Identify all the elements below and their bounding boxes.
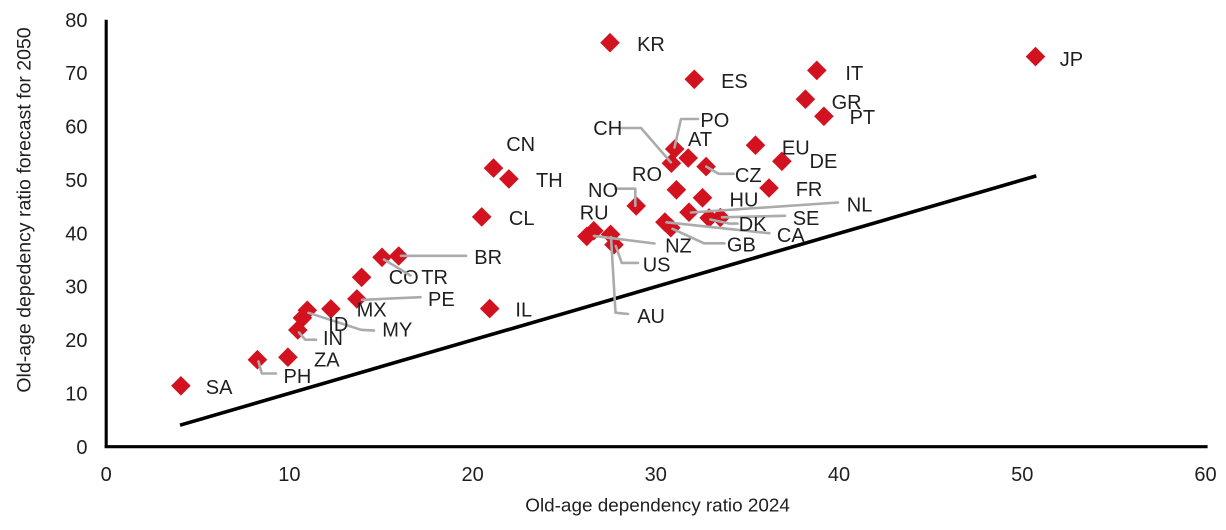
svg-text:GR: GR: [832, 92, 862, 114]
svg-text:70: 70: [65, 63, 87, 85]
svg-text:GB: GB: [727, 234, 756, 256]
svg-text:0: 0: [76, 437, 87, 459]
svg-text:30: 30: [645, 464, 667, 486]
svg-text:PO: PO: [700, 110, 729, 132]
svg-text:30: 30: [65, 277, 87, 299]
svg-text:80: 80: [65, 10, 87, 32]
svg-text:SA: SA: [206, 377, 233, 399]
svg-text:AU: AU: [637, 306, 665, 328]
svg-text:10: 10: [65, 383, 87, 405]
svg-text:60: 60: [1194, 464, 1216, 486]
svg-text:SE: SE: [793, 208, 820, 230]
svg-text:Old-age dependency ratio 2024: Old-age dependency ratio 2024: [525, 495, 790, 516]
svg-text:ES: ES: [721, 71, 748, 93]
svg-text:PH: PH: [284, 366, 312, 388]
svg-text:20: 20: [65, 330, 87, 352]
svg-text:0: 0: [101, 464, 112, 486]
svg-text:TH: TH: [536, 170, 563, 192]
svg-text:DK: DK: [739, 214, 767, 236]
svg-text:KR: KR: [637, 34, 665, 56]
svg-text:MX: MX: [357, 300, 387, 322]
svg-text:HU: HU: [730, 190, 759, 212]
svg-text:IL: IL: [515, 300, 532, 322]
svg-text:NL: NL: [847, 194, 873, 216]
svg-text:10: 10: [278, 464, 300, 486]
svg-text:40: 40: [828, 464, 850, 486]
svg-text:DE: DE: [810, 151, 838, 173]
svg-text:20: 20: [461, 464, 483, 486]
svg-text:Old-age depedency ratio foreca: Old-age depedency ratio forecast for 205…: [14, 27, 36, 392]
svg-text:MY: MY: [382, 319, 412, 341]
svg-text:FR: FR: [796, 179, 823, 201]
svg-text:PT: PT: [850, 107, 876, 129]
svg-text:EU: EU: [782, 137, 810, 159]
svg-text:CO: CO: [389, 267, 419, 289]
svg-text:CA: CA: [777, 225, 805, 247]
svg-text:TR: TR: [421, 267, 448, 289]
svg-text:NO: NO: [588, 180, 618, 202]
svg-text:AT: AT: [688, 129, 712, 151]
svg-text:BR: BR: [474, 247, 502, 269]
svg-text:60: 60: [65, 117, 87, 139]
svg-text:ID: ID: [328, 314, 348, 336]
svg-text:ZA: ZA: [314, 350, 340, 372]
svg-text:IN: IN: [323, 328, 343, 350]
svg-text:RU: RU: [580, 202, 609, 224]
svg-text:JP: JP: [1060, 49, 1083, 71]
svg-text:US: US: [643, 254, 671, 276]
svg-text:50: 50: [1011, 464, 1033, 486]
svg-text:CZ: CZ: [735, 165, 762, 187]
svg-text:PE: PE: [428, 289, 455, 311]
svg-text:40: 40: [65, 223, 87, 245]
svg-text:CL: CL: [509, 208, 535, 230]
svg-text:CH: CH: [593, 118, 622, 140]
svg-text:CN: CN: [506, 134, 535, 156]
svg-text:IT: IT: [845, 63, 863, 85]
svg-text:RO: RO: [632, 164, 662, 186]
svg-text:50: 50: [65, 170, 87, 192]
svg-text:NZ: NZ: [665, 235, 692, 257]
